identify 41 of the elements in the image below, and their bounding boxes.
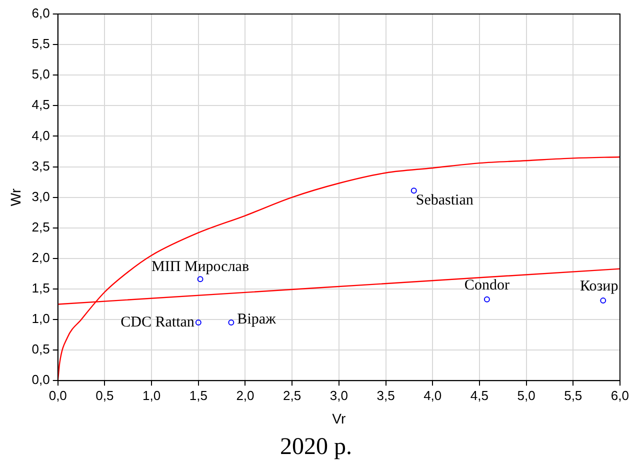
x-tick-label: 5,0	[517, 388, 536, 403]
y-tick-label: 5,5	[32, 36, 50, 52]
y-tick-label: 0,5	[32, 342, 50, 357]
y-tick-label: 0,0	[32, 372, 50, 388]
y-tick-label: 4,5	[32, 97, 50, 112]
x-tick-label: 4,0	[424, 388, 442, 403]
y-tick-label: 3,5	[32, 158, 50, 174]
annotation: Sebastian	[416, 192, 474, 209]
point	[197, 276, 204, 282]
y-tick-label: 3,0	[32, 188, 50, 204]
y-tick-label: 1,0	[32, 311, 50, 326]
y-tick-label: 2,0	[32, 250, 50, 265]
point	[484, 296, 490, 302]
x-tick-label: 1,0	[142, 388, 161, 403]
point	[410, 188, 417, 194]
point	[228, 320, 234, 326]
x-tick-label: 1,5	[189, 388, 208, 403]
annotation: Козир	[580, 278, 618, 294]
x-tick-label: 3,0	[330, 388, 348, 403]
annotation: CDC Rattan	[120, 314, 195, 330]
x-tick-label: 2,0	[236, 388, 254, 403]
x-tick-label: 6,0	[610, 388, 630, 403]
x-tick-label: 4,5	[470, 388, 488, 403]
annotation: Віраж	[237, 311, 277, 328]
x-tick-label: 5,5	[564, 388, 582, 403]
x-tick-label: 3,5	[376, 388, 395, 403]
y-axis-title: Wr	[7, 188, 24, 206]
x-tick-label: 0,5	[96, 388, 114, 403]
x-tick-label: 2,5	[283, 388, 302, 403]
point	[195, 320, 202, 326]
y-tick-label: 1,5	[32, 280, 50, 296]
y-tick-label: 5,0	[32, 66, 50, 82]
x-axis-title: Vr	[332, 410, 346, 426]
y-tick-label: 6,0	[32, 6, 50, 21]
annotation: МІП Мирослав	[151, 259, 250, 276]
y-tick-label: 4,0	[32, 128, 50, 143]
x-tick-label: 0,0	[48, 388, 67, 403]
point	[600, 298, 606, 304]
y-tick-label: 2,5	[32, 219, 50, 234]
annotation: Condor	[464, 277, 510, 294]
text: 2020 р.	[279, 434, 353, 461]
